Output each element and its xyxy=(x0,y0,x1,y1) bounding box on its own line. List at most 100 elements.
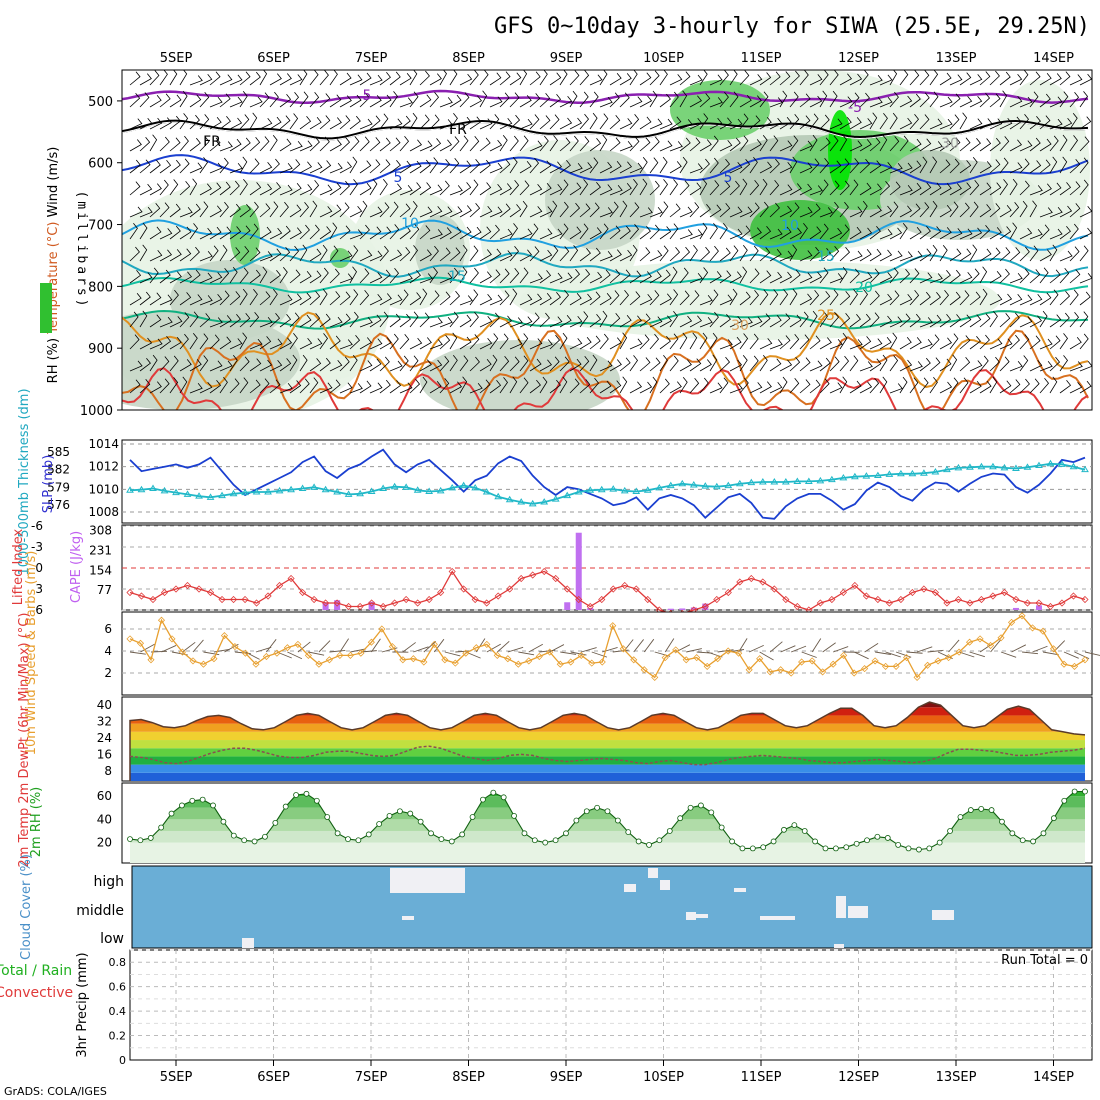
wind-barb xyxy=(769,71,781,86)
wind-barb xyxy=(879,249,893,262)
rh-point xyxy=(552,837,559,844)
thickness-tick-label: 579 xyxy=(47,480,70,494)
wind-barb xyxy=(139,136,151,152)
wind-barb xyxy=(909,313,921,328)
wind-barb xyxy=(329,204,342,218)
wind-barb xyxy=(889,316,903,328)
wind-barb xyxy=(789,183,802,196)
lifted-index-point xyxy=(759,578,767,586)
wind10m-point xyxy=(262,652,270,661)
thickness-tick-label: 576 xyxy=(47,498,70,512)
wind10m-barb xyxy=(140,643,155,653)
wind-barb xyxy=(539,249,553,262)
wind-barb xyxy=(369,338,383,350)
wind-barb xyxy=(209,226,222,240)
lifted-index-point xyxy=(149,595,157,604)
wind-barb xyxy=(919,225,931,240)
wind-barb xyxy=(809,226,822,240)
wind-barb xyxy=(499,268,510,284)
wind-barb xyxy=(369,74,383,86)
wind-barb xyxy=(899,268,911,284)
wind-barb xyxy=(469,356,480,372)
wind-barb xyxy=(719,247,731,262)
wind-barb xyxy=(669,141,683,152)
wind-barb xyxy=(409,378,421,394)
slp-tick-label: 1014 xyxy=(88,437,119,451)
wind-barb xyxy=(459,244,468,262)
wind-barb xyxy=(519,377,529,394)
wind-barb xyxy=(679,376,688,394)
wind-barb xyxy=(509,317,523,328)
temperature-contour xyxy=(122,121,1089,141)
rh-point xyxy=(957,814,964,820)
rh-point xyxy=(417,818,424,825)
wind-barb xyxy=(819,311,828,328)
lifted-index-point xyxy=(529,571,537,579)
contour-label: 5 xyxy=(363,88,372,104)
wind-barb xyxy=(649,271,662,284)
wind-barb xyxy=(659,293,672,306)
wind-barb xyxy=(699,158,710,174)
wind-barb xyxy=(689,315,703,328)
wind-barb xyxy=(239,203,251,218)
rh-point xyxy=(812,838,819,845)
wind10m-point xyxy=(126,635,134,643)
thickness-point xyxy=(724,481,733,489)
wind-barb xyxy=(799,140,813,152)
wind-barb xyxy=(199,227,213,240)
wind10m-point xyxy=(976,635,984,643)
wind-barb xyxy=(819,179,829,196)
wind-barb xyxy=(309,180,320,196)
wind-barb xyxy=(409,91,419,108)
wind-barb xyxy=(299,184,313,196)
wind-barb xyxy=(819,378,830,394)
precip-grid xyxy=(130,949,1092,1060)
wind-barb xyxy=(569,135,579,152)
wind-barb xyxy=(379,159,391,174)
wind-barb xyxy=(829,135,839,152)
wind-barb xyxy=(299,140,313,152)
wind-barb xyxy=(749,382,763,394)
wind-barb xyxy=(709,245,719,262)
wind-barb xyxy=(629,315,643,328)
wind10m-point xyxy=(430,640,438,648)
wind-barb xyxy=(459,314,472,328)
wind-barb xyxy=(479,379,491,394)
wind-barb xyxy=(719,158,731,174)
wind10m-point xyxy=(882,662,890,670)
wind10m-point xyxy=(1018,612,1026,620)
wind-barb xyxy=(979,334,990,350)
wind-barb xyxy=(919,70,930,86)
wind-barb xyxy=(889,112,898,130)
wind-barb xyxy=(259,92,270,108)
wind-barb xyxy=(819,337,832,350)
wind-barb xyxy=(179,226,192,240)
wind-barb xyxy=(129,118,143,130)
wind-barb xyxy=(329,94,342,108)
wind-barb xyxy=(1019,158,1030,174)
wind-barb xyxy=(149,381,162,394)
rh-point xyxy=(895,842,902,848)
wind-barb xyxy=(319,244,328,262)
wind-barb xyxy=(129,139,142,152)
wind-barb xyxy=(609,269,621,284)
wind-barb xyxy=(629,355,639,372)
wind-barb xyxy=(719,313,731,328)
wind-barb xyxy=(219,336,232,350)
wind-barb xyxy=(639,247,651,262)
wind-barb xyxy=(859,381,873,394)
wind-barb xyxy=(499,333,509,350)
wind-barb xyxy=(619,249,633,262)
wind-barb xyxy=(279,73,292,86)
wind-barb xyxy=(979,92,991,108)
wind-barb xyxy=(589,271,603,284)
wind-barb xyxy=(619,183,632,196)
wind-barb xyxy=(929,70,939,86)
rh-point xyxy=(376,821,383,827)
wind-barb xyxy=(329,291,341,306)
wind-barb xyxy=(329,117,342,130)
wind-barb xyxy=(259,251,273,262)
wind-barb xyxy=(719,377,729,394)
wind-barb xyxy=(949,291,961,306)
temperature-contour xyxy=(122,367,1089,410)
